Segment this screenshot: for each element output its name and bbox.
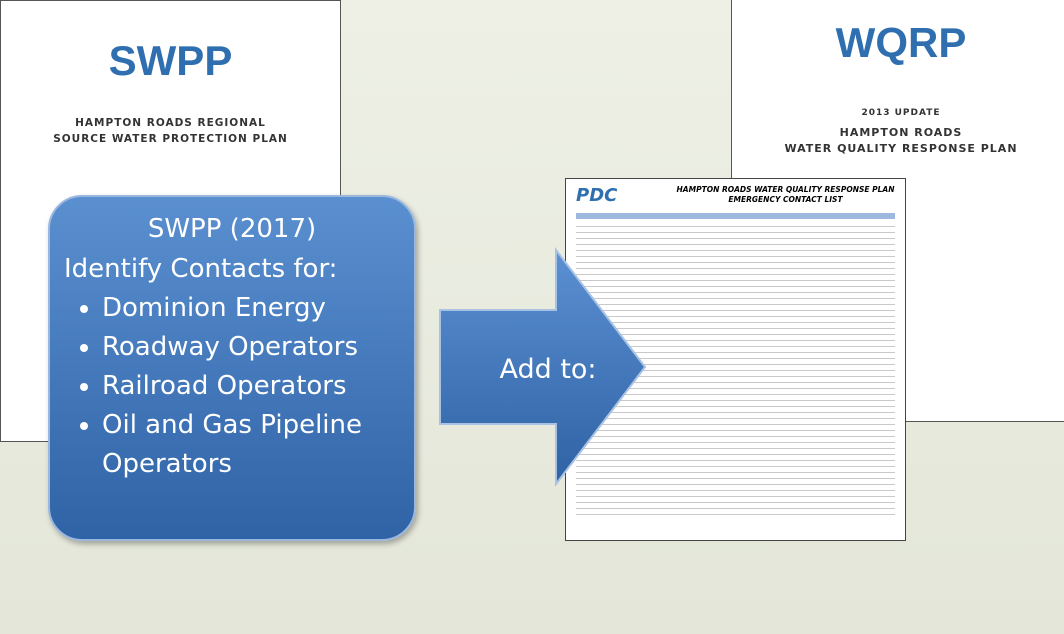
callout-item: Dominion Energy: [102, 289, 414, 328]
callout-heading: SWPP (2017): [50, 209, 414, 249]
slide: SWPP HAMPTON ROADS REGIONAL SOURCE WATER…: [0, 0, 1064, 634]
callout: SWPP (2017) Identify Contacts for: Domin…: [48, 195, 416, 541]
callout-lead: Identify Contacts for:: [50, 249, 414, 289]
callout-item: Oil and Gas Pipeline Operators: [102, 406, 414, 484]
callout-item: Roadway Operators: [102, 328, 414, 367]
callout-list: Dominion EnergyRoadway OperatorsRailroad…: [50, 289, 414, 484]
callout-item: Railroad Operators: [102, 367, 414, 406]
arrow-label: Add to:: [499, 354, 596, 385]
